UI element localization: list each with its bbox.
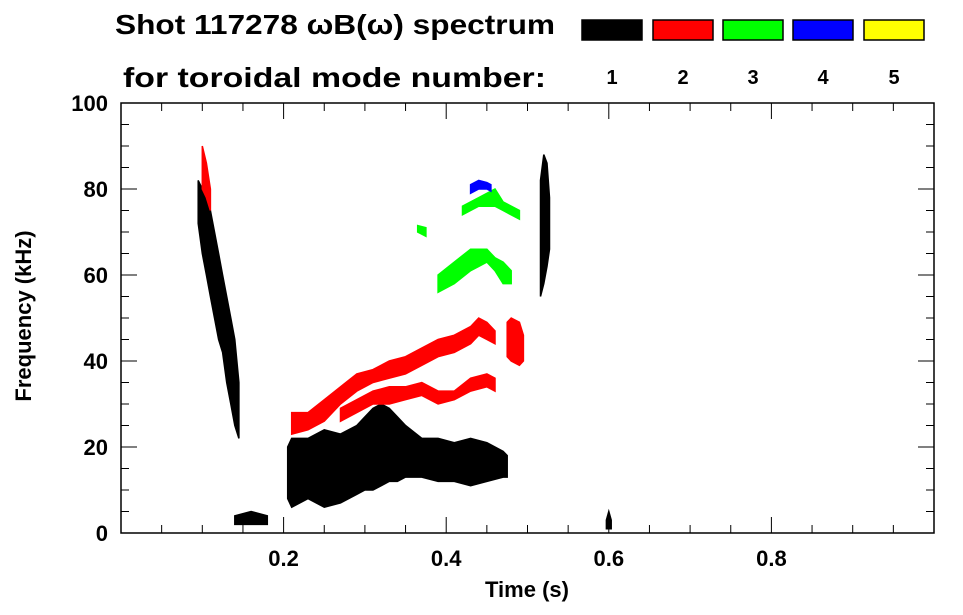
feature-n1-early-chirp <box>197 180 240 439</box>
feature-n1-low-frequency-burst <box>286 403 508 509</box>
x-tick-label: 0.8 <box>756 546 787 571</box>
legend-swatch-mode-2 <box>652 19 714 41</box>
feature-n1-low-bits <box>234 510 269 526</box>
y-tick-label: 100 <box>71 91 108 116</box>
legend-swatch-mode-1 <box>581 19 643 41</box>
y-tick-label: 20 <box>84 435 108 460</box>
x-tick-label: 0.4 <box>431 546 462 571</box>
legend-title: for toroidal mode number: <box>123 62 546 93</box>
legend-swatch-mode-3 <box>722 19 784 41</box>
y-tick-label: 0 <box>96 521 108 546</box>
feature-n2-upper-branch <box>290 317 496 436</box>
legend-swatch-mode-4 <box>792 19 854 41</box>
feature-n3-upper <box>461 188 521 221</box>
legend-label-mode-3: 3 <box>747 67 758 89</box>
feature-n3-fragment <box>416 224 427 238</box>
x-axis-label: Time (s) <box>485 577 569 602</box>
feature-n1-spike <box>539 154 551 297</box>
y-axis-label: Frequency (kHz) <box>11 230 36 401</box>
chart-title: Shot 117278 ωB(ω) spectrum <box>115 9 555 40</box>
legend-swatch-mode-5 <box>863 19 925 41</box>
feature-n2-late <box>506 317 525 367</box>
axis-ticks: 0.2 0.4 0.6 0.8 0 20 40 60 80 100 <box>71 91 934 571</box>
legend-label-mode-5: 5 <box>888 67 899 89</box>
y-tick-label: 80 <box>84 177 108 202</box>
feature-n3-main <box>437 248 512 294</box>
legend: 1 2 3 4 5 <box>581 19 925 89</box>
feature-n2-lower-branch <box>339 373 496 423</box>
x-tick-label: 0.2 <box>268 546 299 571</box>
feature-n4-fragment <box>469 179 492 195</box>
legend-label-mode-1: 1 <box>606 67 617 89</box>
spectrogram-features <box>197 145 612 530</box>
plot-frame <box>120 102 935 534</box>
legend-label-mode-4: 4 <box>817 67 829 89</box>
feature-n2-early <box>201 145 212 211</box>
y-tick-label: 60 <box>84 263 108 288</box>
x-tick-label: 0.6 <box>594 546 625 571</box>
y-tick-label: 40 <box>84 349 108 374</box>
legend-label-mode-2: 2 <box>677 67 688 89</box>
